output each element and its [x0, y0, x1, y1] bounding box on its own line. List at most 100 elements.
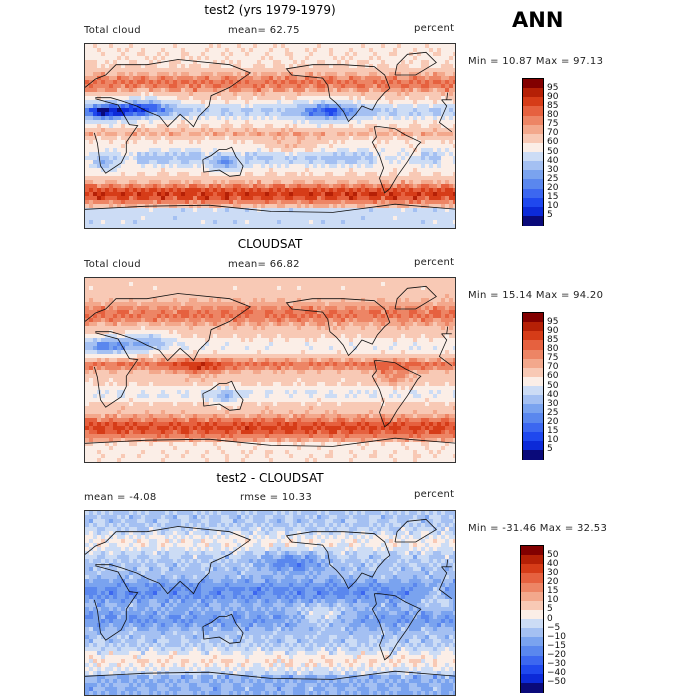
map-cell — [245, 104, 250, 109]
map-cell — [177, 88, 182, 93]
map-cell — [277, 192, 282, 197]
map-cell — [197, 128, 202, 133]
map-cell — [161, 278, 166, 283]
map-cell — [157, 180, 162, 185]
map-cell — [97, 302, 102, 307]
map-cell — [125, 156, 130, 161]
map-cell — [413, 228, 417, 229]
map-cell — [309, 112, 314, 117]
map-cell — [369, 60, 374, 65]
map-cell — [129, 180, 134, 185]
map-cell — [193, 282, 198, 287]
map-cell — [289, 140, 294, 145]
map-cell — [253, 282, 258, 287]
map-cell — [281, 212, 286, 217]
map-cell — [317, 160, 322, 165]
map-cell — [273, 204, 278, 209]
map-cell — [425, 80, 430, 85]
map-cell — [325, 298, 330, 303]
map-cell — [433, 76, 438, 81]
map-cell — [345, 52, 350, 57]
map-cell — [365, 196, 370, 201]
map-cell — [429, 132, 434, 137]
map-cell — [145, 192, 150, 197]
map-cell — [377, 108, 382, 113]
map-cell — [405, 148, 410, 153]
map-cell — [369, 56, 374, 61]
map-cell — [285, 124, 290, 129]
map-cell — [141, 140, 146, 145]
map-cell — [201, 52, 206, 57]
map-cell — [105, 228, 109, 229]
map-cell — [357, 48, 362, 53]
map-cell — [245, 48, 250, 53]
map-cell — [381, 68, 386, 73]
map-cell — [381, 48, 386, 53]
map-cell — [385, 96, 390, 101]
map-cell — [425, 164, 430, 169]
map-cell — [113, 52, 118, 57]
map-cell — [381, 200, 386, 205]
map-cell — [233, 112, 238, 117]
map-cell — [309, 180, 314, 185]
map-cell — [353, 184, 358, 189]
map-cell — [137, 124, 142, 129]
map-cell — [441, 152, 446, 157]
map-cell — [433, 60, 438, 65]
map-cell — [385, 278, 390, 283]
map-cell — [109, 104, 114, 109]
map-cell — [305, 160, 310, 165]
map-cell — [413, 188, 418, 193]
map-plot — [85, 44, 455, 229]
map-cell — [413, 152, 418, 157]
map-cell — [281, 72, 286, 77]
map-cell — [409, 64, 414, 69]
map-cell — [229, 208, 234, 213]
map-cell — [369, 136, 374, 141]
map-cell — [117, 172, 122, 177]
map-cell — [353, 124, 358, 129]
map-cell — [85, 124, 90, 129]
map-cell — [93, 160, 98, 165]
map-cell — [193, 112, 198, 117]
map-cell — [317, 188, 322, 193]
map-cell — [357, 290, 362, 295]
map-cell — [321, 290, 326, 295]
map-cell — [113, 48, 118, 53]
map-cell — [309, 278, 314, 283]
map-cell — [385, 180, 390, 185]
map-cell — [433, 48, 438, 53]
map-cell — [85, 116, 90, 121]
map-cell — [313, 290, 318, 295]
map-cell — [85, 192, 90, 197]
map-cell — [197, 84, 202, 89]
map-cell — [349, 136, 354, 141]
map-cell — [105, 212, 110, 217]
map-cell — [157, 294, 162, 299]
map-cell — [101, 56, 106, 61]
map-cell — [421, 88, 426, 93]
map-cell — [113, 180, 118, 185]
map-cell — [305, 200, 310, 205]
map-cell — [373, 220, 378, 225]
map-cell — [217, 132, 222, 137]
map-cell — [201, 228, 205, 229]
map-cell — [233, 68, 238, 73]
map-cell — [441, 278, 446, 283]
map-cell — [425, 112, 430, 117]
map-cell — [361, 172, 366, 177]
map-cell — [333, 278, 338, 283]
map-cell — [205, 168, 210, 173]
map-cell — [277, 96, 282, 101]
map-cell — [305, 48, 310, 53]
map-cell — [233, 64, 238, 69]
map-cell — [97, 64, 102, 69]
map-cell — [417, 176, 422, 181]
map-cell — [309, 164, 314, 169]
map-cell — [177, 92, 182, 97]
map-cell — [245, 298, 250, 303]
map-cell — [353, 112, 358, 117]
map-cell — [261, 52, 266, 57]
map-cell — [329, 116, 334, 121]
map-cell — [453, 216, 455, 221]
